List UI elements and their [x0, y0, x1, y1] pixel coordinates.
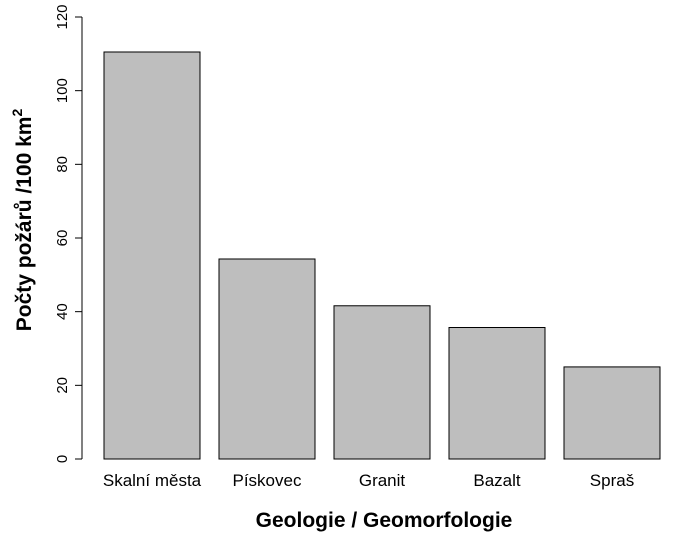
y-axis-title: Počty požárů /100 km2 [9, 109, 36, 332]
y-tick-label: 40 [54, 303, 71, 320]
x-tick-label: Spraš [590, 471, 634, 490]
bars [103, 51, 661, 460]
y-tick-label: 20 [54, 377, 71, 394]
y-tick-label: 80 [54, 156, 71, 173]
y-tick-label: 0 [54, 455, 71, 463]
x-tick-label: Pískovec [233, 471, 302, 490]
x-axis-title: Geologie / Geomorfologie [256, 509, 513, 532]
y-tick-label: 60 [54, 230, 71, 247]
bar [563, 366, 661, 460]
bar [448, 327, 546, 460]
y-axis-title-superscript: 2 [9, 109, 25, 117]
bar [218, 258, 316, 460]
x-tick-label: Bazalt [473, 471, 521, 490]
bar [103, 51, 201, 460]
y-axis-title-main: Počty požárů /100 km [13, 117, 36, 332]
y-tick-label: 120 [54, 4, 71, 29]
y-axis: 0 20 40 60 80 100 120 [54, 4, 83, 463]
x-tick-label: Skalní města [103, 471, 202, 490]
y-tick-label: 100 [54, 78, 71, 103]
bar [333, 305, 431, 460]
x-axis-labels: Skalní města Pískovec Granit Bazalt Spraš [103, 471, 634, 490]
x-tick-label: Granit [359, 471, 406, 490]
